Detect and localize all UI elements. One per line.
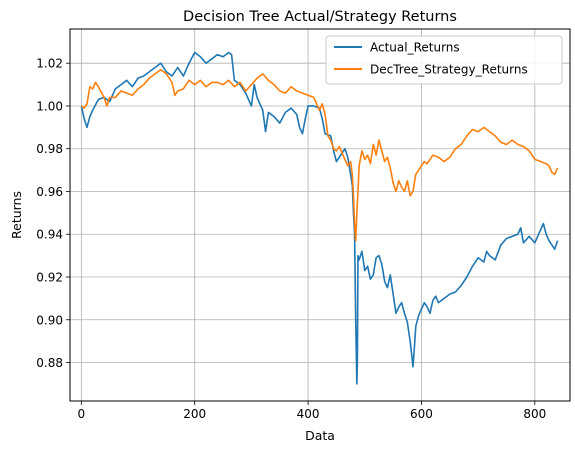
x-tick-label: 800	[523, 407, 546, 421]
x-axis-label: Data	[305, 428, 335, 443]
grid-lines	[70, 29, 570, 401]
y-tick-label: 0.88	[36, 356, 63, 370]
x-tick-label: 0	[78, 407, 86, 421]
x-tick-label: 400	[297, 407, 320, 421]
y-tick-label: 0.98	[36, 142, 63, 156]
y-axis: 0.88 0.90 0.92 0.94 0.96 0.98 1.00 1.02	[36, 57, 70, 370]
legend-box	[325, 35, 563, 85]
y-axis-label: Returns	[9, 191, 24, 239]
legend-label: DecTree_Strategy_Returns	[370, 63, 528, 77]
x-tick-label: 600	[410, 407, 433, 421]
x-axis: 0 200 400 600 800	[78, 401, 546, 421]
y-tick-label: 0.94	[36, 228, 63, 242]
y-tick-label: 1.00	[36, 99, 63, 113]
legend-label: Actual_Returns	[370, 41, 460, 55]
legend: Actual_Returns DecTree_Strategy_Returns	[325, 35, 563, 85]
y-tick-label: 0.96	[36, 185, 63, 199]
y-tick-label: 1.02	[36, 57, 63, 71]
y-tick-label: 0.92	[36, 271, 63, 285]
chart-title: Decision Tree Actual/Strategy Returns	[183, 9, 457, 25]
x-tick-label: 200	[183, 407, 206, 421]
plot-frame	[69, 28, 571, 402]
series-layer	[80, 51, 559, 385]
y-tick-label: 0.90	[36, 313, 63, 327]
series-line-dectree-strategy-returns	[80, 68, 559, 242]
